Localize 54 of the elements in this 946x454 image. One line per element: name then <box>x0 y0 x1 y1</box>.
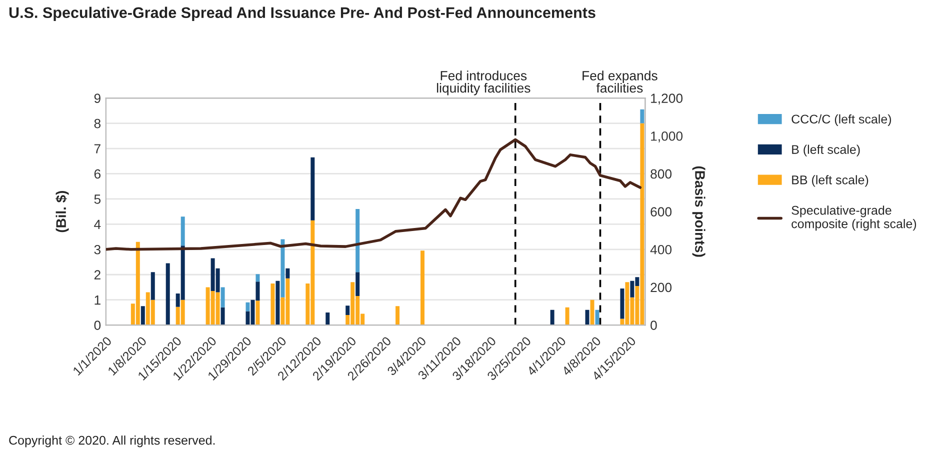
y2-tick-label: 1,000 <box>651 131 683 142</box>
y-axis-title: (Bil. $) <box>56 191 69 232</box>
y-tick-label: 9 <box>94 94 100 103</box>
y-tick-label: 0 <box>94 320 101 330</box>
bar <box>166 263 170 326</box>
text: Copyright © 2020. All rights reserved. <box>9 436 215 448</box>
bar <box>270 283 275 326</box>
bar <box>310 157 315 220</box>
y2-axis-title: (Basis points) <box>692 166 706 257</box>
bar <box>246 302 250 312</box>
y-tick-label: 5 <box>94 194 101 204</box>
y-tick-label: 4 <box>94 220 101 229</box>
bar <box>550 310 554 326</box>
bar <box>150 272 155 300</box>
bar <box>326 312 330 326</box>
line-series <box>106 138 642 251</box>
bar <box>256 274 260 282</box>
legend-label: Speculative-grade composite (right scale) <box>792 206 916 231</box>
bar <box>220 307 225 326</box>
bar <box>565 307 570 326</box>
bar <box>346 306 350 315</box>
bar <box>220 287 225 308</box>
ref-line-label: Fed expands facilities <box>582 70 658 93</box>
bar <box>280 239 285 298</box>
legend-label: BB (left scale) <box>792 175 868 187</box>
bar <box>620 288 624 319</box>
y2-tick-label: 400 <box>650 244 672 254</box>
y-tick-label: 1 <box>94 296 100 305</box>
bar <box>396 306 400 326</box>
y2-tick-label: 0 <box>650 320 657 330</box>
legend-label: B (left scale) <box>792 144 860 156</box>
y-tick-label: 7 <box>94 144 100 154</box>
bar <box>276 280 280 326</box>
bar <box>180 216 185 246</box>
y-tick-label: 8 <box>94 118 101 128</box>
y-tick-label: 2 <box>94 270 100 280</box>
y2-tick-label: 200 <box>650 282 672 292</box>
bar <box>420 250 424 326</box>
bar <box>140 306 145 326</box>
legend-label: CCC/C (left scale) <box>792 114 892 126</box>
y2-tick-label: 1,200 <box>651 94 683 105</box>
y2-tick-label: 600 <box>650 207 672 216</box>
bar <box>356 272 360 296</box>
bar <box>256 300 260 326</box>
bar <box>640 109 644 124</box>
bar <box>595 310 600 326</box>
bar <box>286 268 290 278</box>
y2-tick-label: 800 <box>650 169 672 179</box>
bar <box>356 209 360 272</box>
y-tick-label: 3 <box>94 244 101 254</box>
bar <box>585 310 590 326</box>
ref-line-label: Fed introduces liquidity facilities <box>437 70 530 96</box>
chart-title: U.S. Speculative-Grade Spread And Issuance Pre- And Post-Fed Announcements <box>9 6 596 22</box>
y-tick-label: 6 <box>94 169 101 179</box>
